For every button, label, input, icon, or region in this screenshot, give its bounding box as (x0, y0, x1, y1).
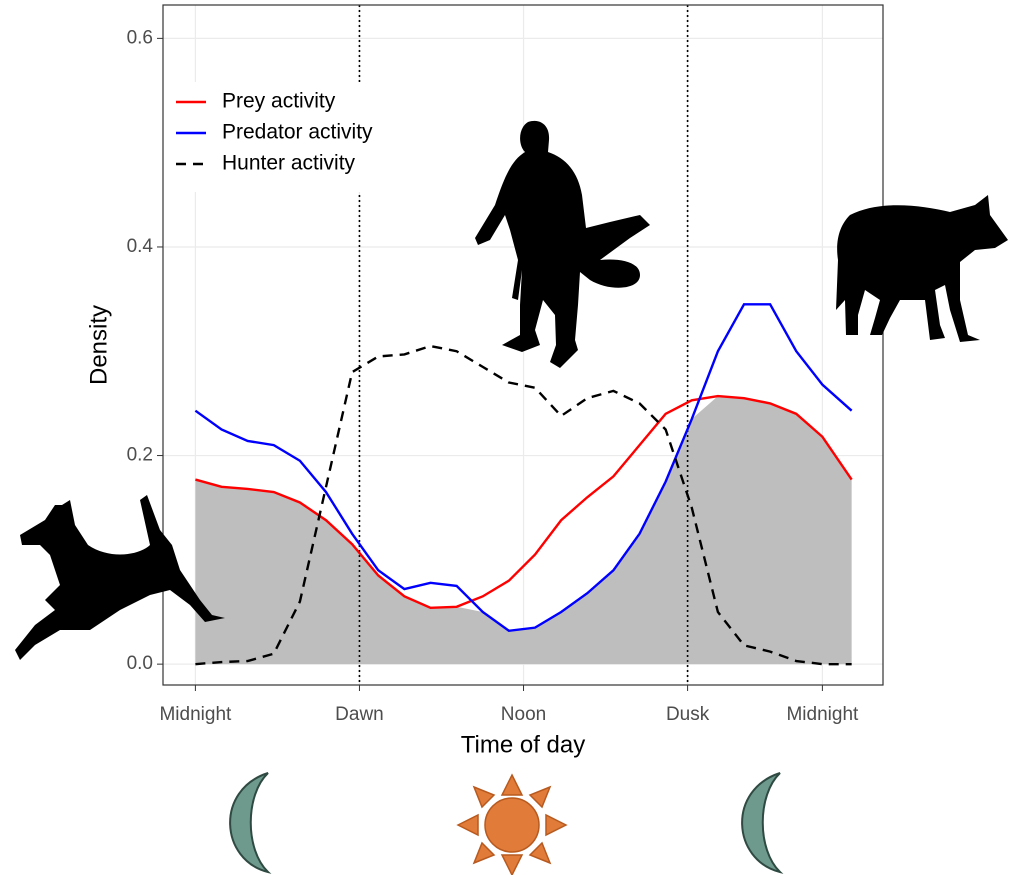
legend-label: Prey activity (222, 90, 336, 113)
y-axis-title: Density (85, 305, 112, 385)
x-tick-label: Midnight (786, 704, 859, 725)
y-tick-label: 0.6 (127, 27, 153, 48)
legend: Prey activity Predator activity Hunter act… (168, 82, 393, 192)
x-tick-label: Dawn (335, 704, 384, 725)
y-tick-label: 0.0 (127, 653, 153, 674)
x-tick-label: Midnight (159, 704, 232, 725)
x-axis-title: Time of day (461, 731, 586, 758)
x-tick-label: Noon (501, 704, 546, 725)
legend-label: Predator activity (222, 121, 373, 144)
x-tick-label: Dusk (666, 704, 710, 725)
y-tick-label: 0.2 (127, 445, 153, 466)
chart: 0.0 0.2 0.4 0.6 Midnight Dawn Noon Dusk Midnight… (0, 0, 1010, 875)
y-tick-label: 0.4 (127, 236, 154, 257)
legend-label: Hunter activity (222, 152, 356, 175)
